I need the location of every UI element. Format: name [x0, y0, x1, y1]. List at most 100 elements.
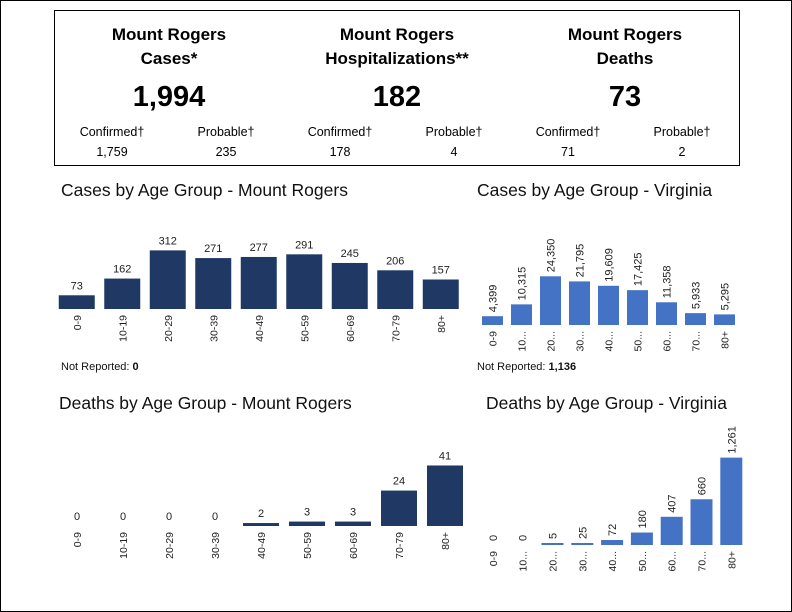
tick-label: 0-9	[72, 315, 84, 330]
bar-80+	[714, 314, 735, 325]
data-label: 157	[432, 265, 450, 277]
data-label: 21,795	[575, 244, 587, 278]
tick-label: 20...	[548, 551, 560, 571]
bar-60-69	[660, 516, 683, 545]
bar-80+	[720, 457, 743, 545]
bar-60-69	[331, 262, 368, 309]
bar-50-59	[630, 532, 653, 545]
tick-label: 70...	[691, 331, 703, 351]
data-label: 17,425	[633, 252, 645, 286]
data-label: 73	[71, 280, 83, 292]
mr-deaths-title: Deaths by Age Group - Mount Rogers	[59, 393, 352, 413]
confirmed-label: Confirmed†	[307, 125, 373, 139]
probable-label: Probable†	[653, 125, 711, 139]
tick-label: 40...	[607, 551, 619, 571]
tick-label: 70...	[697, 551, 709, 571]
probable-value: 4	[450, 145, 458, 159]
data-label: 271	[204, 243, 222, 255]
probable-label: Probable†	[425, 125, 483, 139]
tick-label: 10-19	[118, 532, 130, 559]
tick-label: 50-59	[299, 315, 311, 342]
bar-10-19	[511, 304, 532, 325]
tick-label: 10...	[518, 551, 530, 571]
bar-20-29	[541, 543, 564, 545]
data-label: 0	[74, 511, 80, 523]
data-label: 206	[386, 255, 404, 267]
va-cases-chart: 4,399 0-9 10,315 10... 24,350 20... 21,795 30..…	[482, 239, 735, 351]
probable-value: 235	[215, 145, 237, 159]
metric-title: Mount Rogers Deaths	[511, 23, 739, 71]
tick-label: 50-59	[302, 532, 314, 559]
metric-title: Mount Rogers Hospitalizations**	[283, 23, 511, 71]
tick-label: 80+	[440, 532, 452, 550]
tick-label: 30...	[575, 331, 587, 351]
metric-total: 73	[608, 81, 642, 113]
tick-label: 30...	[577, 551, 589, 571]
bar-60-69	[335, 521, 371, 526]
data-label: 180	[637, 510, 649, 528]
metric-title: Mount Rogers Cases*	[55, 23, 283, 71]
tick-label: 60-69	[345, 315, 357, 342]
tick-label: 40-49	[254, 315, 266, 342]
bar-20-29	[540, 276, 561, 325]
not-reported-value: 0	[132, 361, 139, 373]
data-label: 245	[341, 248, 359, 260]
metric-total: 182	[372, 81, 422, 113]
tick-label: 10...	[517, 331, 529, 351]
tick-label: 80+	[720, 331, 732, 349]
summary-panel: Mount Rogers Cases* 1,994 Confirmed† Pro…	[54, 10, 740, 166]
bar-80+	[422, 279, 459, 309]
data-label: 24,350	[546, 239, 558, 273]
tick-label: 80+	[436, 315, 448, 333]
bar-30-39	[569, 281, 590, 325]
data-label: 19,609	[604, 248, 616, 282]
tick-label: 60-69	[348, 532, 360, 559]
tick-label: 0-9	[488, 331, 500, 346]
data-label: 277	[250, 242, 268, 254]
bar-50-59	[289, 521, 325, 526]
bar-70-79	[381, 490, 417, 526]
va-cases-title: Cases by Age Group - Virginia	[477, 180, 713, 200]
metric-title-line1: Mount Rogers	[567, 25, 683, 44]
data-label: 5,933	[691, 282, 703, 310]
metric-title-line1: Mount Rogers	[339, 25, 455, 44]
data-label: 162	[113, 264, 131, 276]
bar-70-79	[690, 499, 713, 545]
bar-60-69	[656, 302, 677, 325]
confirmed-value: 71	[561, 145, 575, 159]
data-label: 0	[212, 511, 218, 523]
data-label: 0	[518, 535, 530, 541]
probable-label: Probable†	[197, 125, 255, 139]
tick-label: 60...	[667, 551, 679, 571]
tick-label: 40-49	[256, 532, 268, 559]
cases-metric: Mount Rogers Cases* 1,994 Confirmed† Pro…	[55, 11, 283, 165]
tick-label: 10-19	[117, 315, 129, 342]
mr-cases-title: Cases by Age Group - Mount Rogers	[61, 180, 348, 200]
tick-label: 30-39	[208, 315, 220, 342]
data-label: 25	[577, 527, 589, 539]
metric-title-line2: Deaths	[596, 49, 654, 68]
tick-label: 50...	[633, 331, 645, 351]
bar-70-79	[685, 313, 706, 325]
data-label: 660	[697, 477, 709, 495]
va-deaths-title: Deaths by Age Group - Virginia	[486, 393, 727, 413]
tick-label: 0-9	[488, 551, 500, 566]
bar-40-49	[598, 285, 619, 325]
bar-40-49	[240, 256, 277, 309]
data-label: 1,261	[726, 426, 738, 454]
bar-50-59	[627, 290, 648, 325]
data-label: 0	[166, 511, 172, 523]
data-label: 72	[607, 524, 619, 536]
confirmed-label: Confirmed†	[79, 125, 145, 139]
bar-10-19	[104, 278, 141, 309]
va-not-reported-note: Not Reported: 1,136	[477, 361, 576, 373]
bar-80+	[427, 465, 463, 526]
bar-50-59	[286, 254, 323, 309]
mr-cases-chart: 73 0-9 162 10-19 312 20-29 271 30-39 277 40-49 291…	[58, 235, 459, 342]
mr-deaths-chart: 0 0-9 0 10-19 0 20-29 0 30-39 2 40-49 3 50-59 3 60-69…	[72, 450, 463, 559]
tick-label: 40...	[604, 331, 616, 351]
data-label: 10,315	[517, 267, 529, 301]
deaths-metric: Mount Rogers Deaths 73 Confirmed† Probab…	[511, 11, 739, 165]
data-label: 407	[667, 494, 679, 512]
